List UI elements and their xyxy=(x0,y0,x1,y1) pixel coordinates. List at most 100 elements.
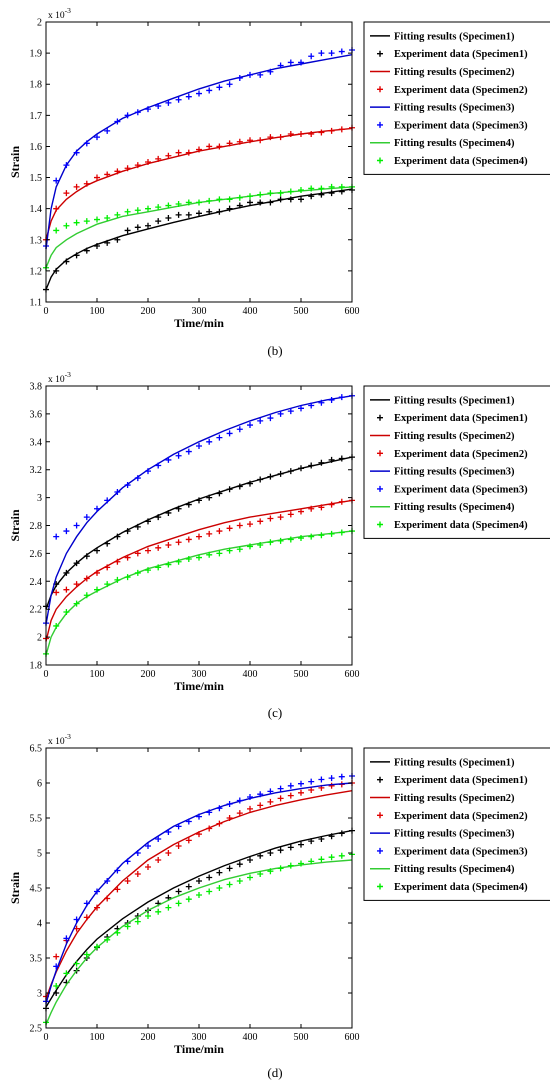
data-point xyxy=(257,191,264,198)
data-point xyxy=(114,558,121,565)
data-point xyxy=(53,267,60,274)
x-axis-label: Time/min xyxy=(174,316,224,330)
data-point xyxy=(226,815,233,821)
series-8 xyxy=(43,528,355,657)
data-point xyxy=(53,205,60,212)
data-point xyxy=(185,93,192,100)
series-7 xyxy=(45,186,353,269)
data-point xyxy=(134,224,141,231)
data-point xyxy=(287,196,294,203)
y-tick-label: 1.5 xyxy=(30,173,43,184)
data-point xyxy=(114,929,121,936)
data-point xyxy=(308,462,315,469)
data-point xyxy=(236,546,243,553)
data-point xyxy=(134,550,141,557)
series-1 xyxy=(45,829,353,1008)
data-point xyxy=(328,190,335,197)
data-point xyxy=(114,576,121,583)
data-point xyxy=(83,553,90,560)
data-point xyxy=(63,608,70,615)
y-tick-label: 1.6 xyxy=(30,142,43,153)
data-point xyxy=(277,795,284,802)
series-2 xyxy=(43,454,355,610)
x-axis-label: Time/min xyxy=(174,679,224,693)
series-8 xyxy=(43,851,355,1026)
data-point xyxy=(134,207,141,214)
data-point xyxy=(298,860,304,867)
legend-symbol xyxy=(377,414,383,421)
data-point xyxy=(53,622,60,629)
data-point xyxy=(206,825,213,832)
y-tick-label: 1.2 xyxy=(30,266,43,277)
data-point xyxy=(175,201,182,207)
x-tick-label: 100 xyxy=(90,669,105,680)
data-point xyxy=(247,521,253,528)
data-point xyxy=(63,258,70,265)
data-point xyxy=(318,50,325,57)
y-tick-label: 3.4 xyxy=(30,437,43,448)
data-point xyxy=(73,960,80,967)
data-point xyxy=(318,836,325,842)
data-point xyxy=(63,970,70,977)
data-point xyxy=(277,196,284,203)
data-point xyxy=(328,530,335,537)
data-point xyxy=(308,193,315,200)
data-point xyxy=(94,243,100,249)
data-point xyxy=(287,131,294,137)
data-point xyxy=(267,798,274,805)
data-point xyxy=(124,858,131,865)
data-point xyxy=(267,539,274,546)
data-point xyxy=(277,785,284,792)
data-point xyxy=(196,199,202,206)
series-1 xyxy=(45,456,353,610)
data-point xyxy=(155,836,162,842)
data-point xyxy=(287,844,294,851)
data-point xyxy=(216,84,223,91)
data-point xyxy=(134,475,141,482)
data-point xyxy=(308,131,315,137)
y-multiplier: x 10-3 xyxy=(48,370,71,385)
data-point xyxy=(277,537,284,544)
data-point xyxy=(104,936,111,943)
data-point xyxy=(206,494,213,501)
data-point xyxy=(236,138,243,145)
data-point xyxy=(114,886,121,893)
data-point xyxy=(185,896,192,903)
data-point xyxy=(318,399,325,406)
data-point xyxy=(104,497,111,504)
data-point xyxy=(104,564,111,571)
panel-label: (b) xyxy=(267,343,282,358)
data-point xyxy=(308,858,315,865)
data-point xyxy=(287,188,294,195)
data-point xyxy=(185,448,192,455)
y-multiplier: x 10-3 xyxy=(48,732,71,747)
data-point xyxy=(175,96,182,103)
series-7 xyxy=(45,530,353,656)
data-point xyxy=(308,402,315,409)
data-point xyxy=(236,878,243,884)
data-point xyxy=(318,532,325,539)
data-point xyxy=(114,867,121,874)
y-multiplier: x 10-3 xyxy=(48,6,71,21)
data-point xyxy=(328,854,335,861)
data-point xyxy=(73,522,80,529)
data-point xyxy=(124,574,131,581)
y-axis-label: Strain xyxy=(8,509,22,541)
series-3 xyxy=(45,790,353,999)
data-point xyxy=(257,199,264,206)
axes-box xyxy=(45,385,353,666)
data-point xyxy=(63,528,70,535)
x-tick-label: 400 xyxy=(243,669,258,680)
fit-line xyxy=(45,782,353,1004)
data-point xyxy=(155,857,162,863)
data-point xyxy=(277,514,284,521)
data-point xyxy=(236,810,243,817)
data-point xyxy=(277,865,284,872)
data-point xyxy=(267,473,274,480)
y-tick-label: 1.4 xyxy=(30,204,43,215)
data-point xyxy=(145,913,151,919)
data-point xyxy=(226,525,233,532)
data-point xyxy=(236,797,243,804)
data-point xyxy=(155,544,162,551)
